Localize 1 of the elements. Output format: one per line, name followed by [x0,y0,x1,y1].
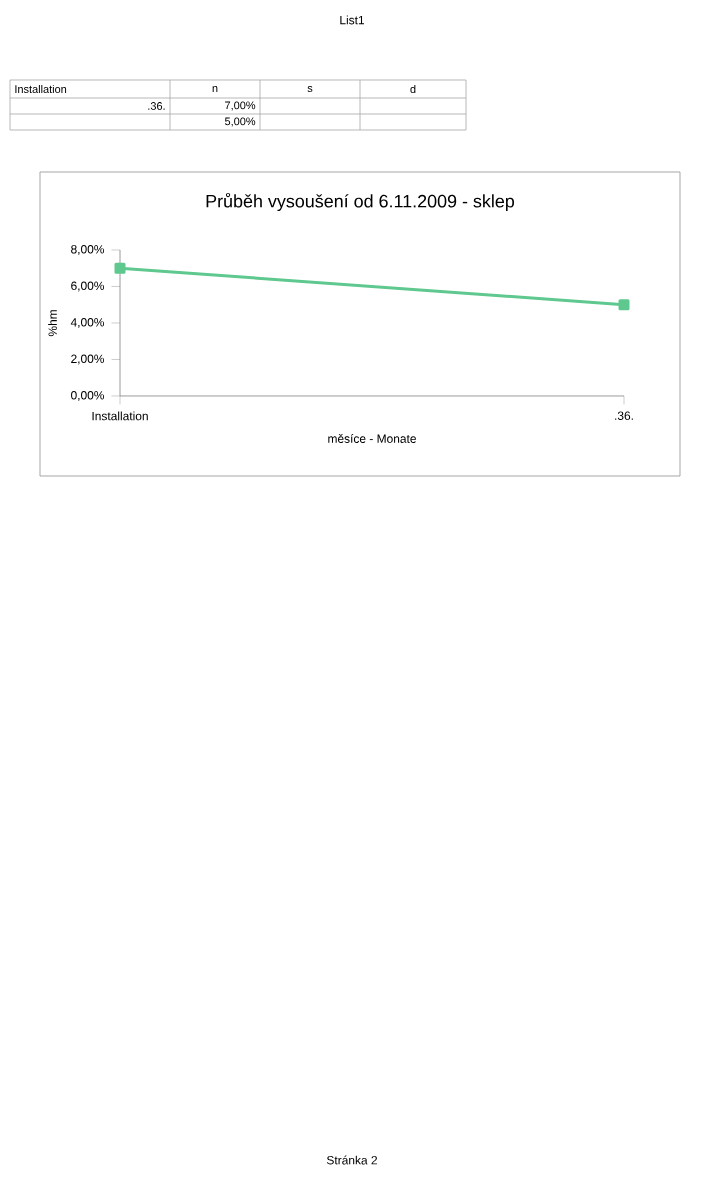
chart-title: Průběh vysoušení od 6.11.2009 - sklep [206,192,515,212]
